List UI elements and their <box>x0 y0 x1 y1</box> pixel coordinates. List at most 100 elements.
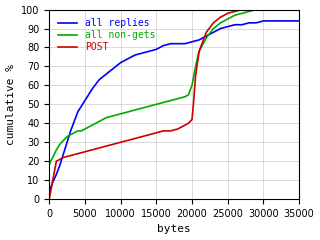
all replies <box>290 19 294 22</box>
all non-gets <box>47 164 51 167</box>
all replies <box>197 38 201 41</box>
POST <box>254 8 258 11</box>
all replies <box>49 186 52 189</box>
all replies <box>240 23 244 26</box>
POST <box>154 131 158 134</box>
all replies <box>190 40 194 43</box>
all non-gets <box>219 21 222 24</box>
all replies <box>140 52 144 55</box>
all non-gets <box>190 84 194 87</box>
POST <box>183 124 187 127</box>
all replies <box>233 23 237 26</box>
all replies <box>97 78 101 81</box>
POST <box>61 156 65 159</box>
all non-gets <box>247 10 251 13</box>
all non-gets <box>126 110 130 113</box>
POST <box>261 8 265 11</box>
all non-gets <box>162 101 165 104</box>
all replies <box>276 19 280 22</box>
POST <box>140 135 144 138</box>
all non-gets <box>119 112 123 115</box>
all non-gets <box>240 12 244 15</box>
all non-gets <box>187 93 190 96</box>
all replies <box>219 27 222 30</box>
Line: POST: POST <box>49 10 299 199</box>
all non-gets <box>90 124 94 127</box>
POST <box>126 139 130 142</box>
all non-gets <box>154 103 158 106</box>
all non-gets <box>65 135 69 138</box>
POST <box>90 148 94 151</box>
X-axis label: bytes: bytes <box>157 224 191 234</box>
all non-gets <box>183 95 187 98</box>
POST <box>191 103 195 106</box>
all non-gets <box>69 133 73 136</box>
all non-gets <box>176 97 180 100</box>
all replies <box>58 164 62 167</box>
all replies <box>119 61 123 64</box>
all non-gets <box>112 114 116 117</box>
POST <box>83 150 87 153</box>
all non-gets <box>212 27 215 30</box>
POST <box>297 8 301 11</box>
all replies <box>72 120 76 123</box>
all non-gets <box>233 14 237 17</box>
Line: all non-gets: all non-gets <box>49 10 299 165</box>
Y-axis label: cumulative %: cumulative % <box>5 64 16 145</box>
all non-gets <box>147 105 151 108</box>
all non-gets <box>297 8 301 11</box>
all replies <box>176 42 180 45</box>
all replies <box>51 181 55 184</box>
all replies <box>261 19 265 22</box>
all non-gets <box>58 143 62 146</box>
all replies <box>104 72 108 75</box>
all replies <box>79 105 83 108</box>
all replies <box>297 19 301 22</box>
all replies <box>212 31 215 34</box>
POST <box>76 152 80 155</box>
all replies <box>183 42 187 45</box>
all non-gets <box>268 8 272 11</box>
all replies <box>226 25 230 28</box>
all replies <box>69 129 73 132</box>
all replies <box>65 141 69 144</box>
all replies <box>61 152 65 155</box>
POST <box>47 198 51 201</box>
POST <box>233 10 237 13</box>
POST <box>147 133 151 136</box>
all replies <box>268 19 272 22</box>
all non-gets <box>79 129 83 132</box>
POST <box>97 147 101 150</box>
all replies <box>162 44 165 47</box>
POST <box>176 128 180 131</box>
all replies <box>47 190 51 193</box>
POST <box>187 122 190 125</box>
all replies <box>76 110 80 113</box>
all non-gets <box>261 8 265 11</box>
POST <box>104 145 108 148</box>
POST <box>219 16 222 18</box>
all replies <box>254 21 258 24</box>
all non-gets <box>61 139 65 142</box>
all replies <box>133 54 137 56</box>
all non-gets <box>133 109 137 112</box>
all non-gets <box>104 116 108 119</box>
POST <box>133 137 137 140</box>
all replies <box>247 21 251 24</box>
POST <box>112 143 116 146</box>
POST <box>197 50 201 53</box>
POST <box>69 154 73 157</box>
all non-gets <box>140 107 144 110</box>
all replies <box>54 173 58 176</box>
POST <box>54 160 58 163</box>
all replies <box>283 19 287 22</box>
POST <box>169 129 172 132</box>
POST <box>226 12 230 15</box>
all non-gets <box>83 128 87 131</box>
all non-gets <box>97 120 101 123</box>
POST <box>247 8 251 11</box>
all replies <box>169 42 172 45</box>
all replies <box>204 35 208 37</box>
all non-gets <box>51 156 55 159</box>
all non-gets <box>76 129 80 132</box>
